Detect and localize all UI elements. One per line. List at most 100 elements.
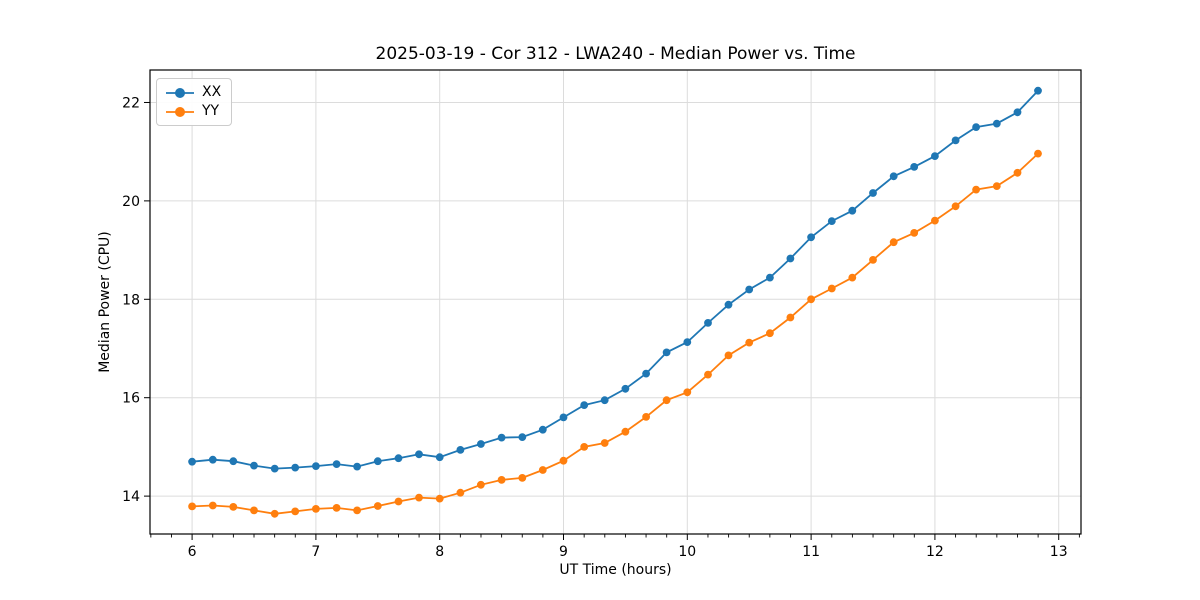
data-point-xx	[951, 136, 960, 145]
data-point-xx	[807, 233, 815, 242]
data-point-yy	[373, 502, 382, 510]
data-point-yy	[208, 501, 217, 510]
data-point-yy	[188, 502, 197, 511]
data-point-xx	[869, 189, 877, 197]
data-point-yy	[250, 506, 258, 515]
x-tick-label: 6	[188, 544, 197, 560]
legend: XX YY	[156, 78, 233, 126]
x-axis-label: UT Time (hours)	[559, 562, 672, 578]
data-point-yy	[848, 273, 857, 282]
data-point-yy	[724, 351, 733, 360]
x-tick-label: 12	[926, 544, 944, 560]
data-point-xx	[312, 462, 320, 470]
data-point-yy	[497, 476, 506, 484]
data-point-xx	[353, 462, 361, 471]
data-point-xx	[766, 273, 774, 282]
data-point-yy	[291, 507, 300, 516]
series-yy	[188, 149, 1042, 518]
data-point-yy	[538, 466, 547, 474]
data-point-xx	[724, 300, 733, 309]
y-tick-label: 22	[122, 95, 140, 111]
data-point-xx	[250, 461, 258, 470]
data-point-yy	[456, 488, 465, 497]
data-point-xx	[188, 457, 197, 466]
data-point-xx	[600, 396, 609, 405]
data-point-xx	[477, 440, 485, 448]
x-axis: 6 7 8 9 10 11 12 13	[150, 534, 1080, 560]
x-tick-label: 9	[559, 544, 568, 560]
data-point-yy	[312, 505, 320, 513]
data-point-yy	[1034, 149, 1042, 158]
data-point-xx	[704, 319, 712, 327]
data-point-xx	[662, 348, 671, 357]
data-point-yy	[910, 229, 919, 237]
data-point-xx	[889, 172, 898, 181]
data-point-xx	[642, 369, 650, 378]
data-point-xx	[291, 463, 300, 472]
y-tick-label: 18	[122, 292, 140, 308]
data-point-xx	[332, 460, 341, 468]
x-tick-label: 13	[1050, 544, 1068, 560]
data-point-xx	[1013, 108, 1022, 117]
data-point-xx	[827, 217, 836, 226]
data-point-yy	[992, 182, 1001, 191]
legend-item-xx: XX	[165, 83, 221, 102]
data-point-yy	[951, 202, 960, 211]
y-tick-label: 14	[122, 489, 140, 505]
data-point-yy	[600, 439, 609, 447]
data-point-yy	[889, 238, 898, 247]
y-axis: 14 16 18 20 22	[122, 95, 150, 505]
data-point-yy	[683, 388, 692, 397]
data-point-xx	[621, 384, 630, 393]
data-point-xx	[683, 338, 692, 346]
x-tick-label: 7	[311, 544, 320, 560]
series-xx	[188, 86, 1042, 473]
data-point-yy	[353, 506, 361, 515]
data-point-xx	[373, 457, 382, 466]
data-point-yy	[827, 284, 836, 293]
data-point-xx	[538, 425, 547, 434]
data-point-yy	[642, 413, 650, 421]
y-axis-label: Median Power (CPU)	[97, 231, 113, 373]
data-point-xx	[848, 206, 857, 215]
x-tick-label: 10	[678, 544, 696, 560]
data-point-yy	[477, 480, 485, 489]
data-point-yy	[559, 456, 568, 465]
data-point-xx	[456, 446, 465, 454]
data-point-yy	[580, 443, 589, 451]
data-point-yy	[786, 313, 795, 322]
data-point-yy	[931, 216, 939, 225]
data-point-xx	[580, 401, 589, 409]
data-point-yy	[270, 509, 279, 518]
data-point-xx	[229, 457, 238, 466]
data-point-yy	[415, 493, 423, 502]
data-point-xx	[972, 123, 980, 131]
data-point-xx	[208, 455, 217, 464]
legend-swatch-xx-icon	[166, 87, 194, 98]
data-point-xx	[931, 152, 939, 161]
data-point-yy	[807, 295, 815, 304]
data-point-xx	[518, 433, 527, 441]
data-point-xx	[394, 454, 403, 463]
y-tick-label: 20	[122, 194, 140, 210]
data-point-xx	[415, 450, 423, 459]
legend-item-yy: YY	[165, 102, 221, 121]
data-point-xx	[745, 285, 754, 294]
data-point-yy	[869, 256, 877, 264]
data-point-xx	[435, 453, 444, 462]
chart-title: 2025-03-19 - Cor 312 - LWA240 - Median P…	[375, 44, 856, 64]
plot-border	[149, 69, 1082, 535]
data-point-yy	[704, 370, 712, 379]
x-tick-label: 11	[802, 544, 820, 560]
data-point-yy	[394, 497, 403, 506]
x-tick-label: 8	[435, 544, 444, 560]
data-point-yy	[972, 185, 980, 194]
data-point-yy	[766, 329, 774, 338]
data-point-yy	[435, 494, 444, 503]
y-tick-label: 16	[122, 391, 140, 407]
data-point-xx	[1034, 86, 1042, 95]
data-point-yy	[745, 338, 754, 347]
legend-swatch-yy-icon	[166, 106, 194, 117]
